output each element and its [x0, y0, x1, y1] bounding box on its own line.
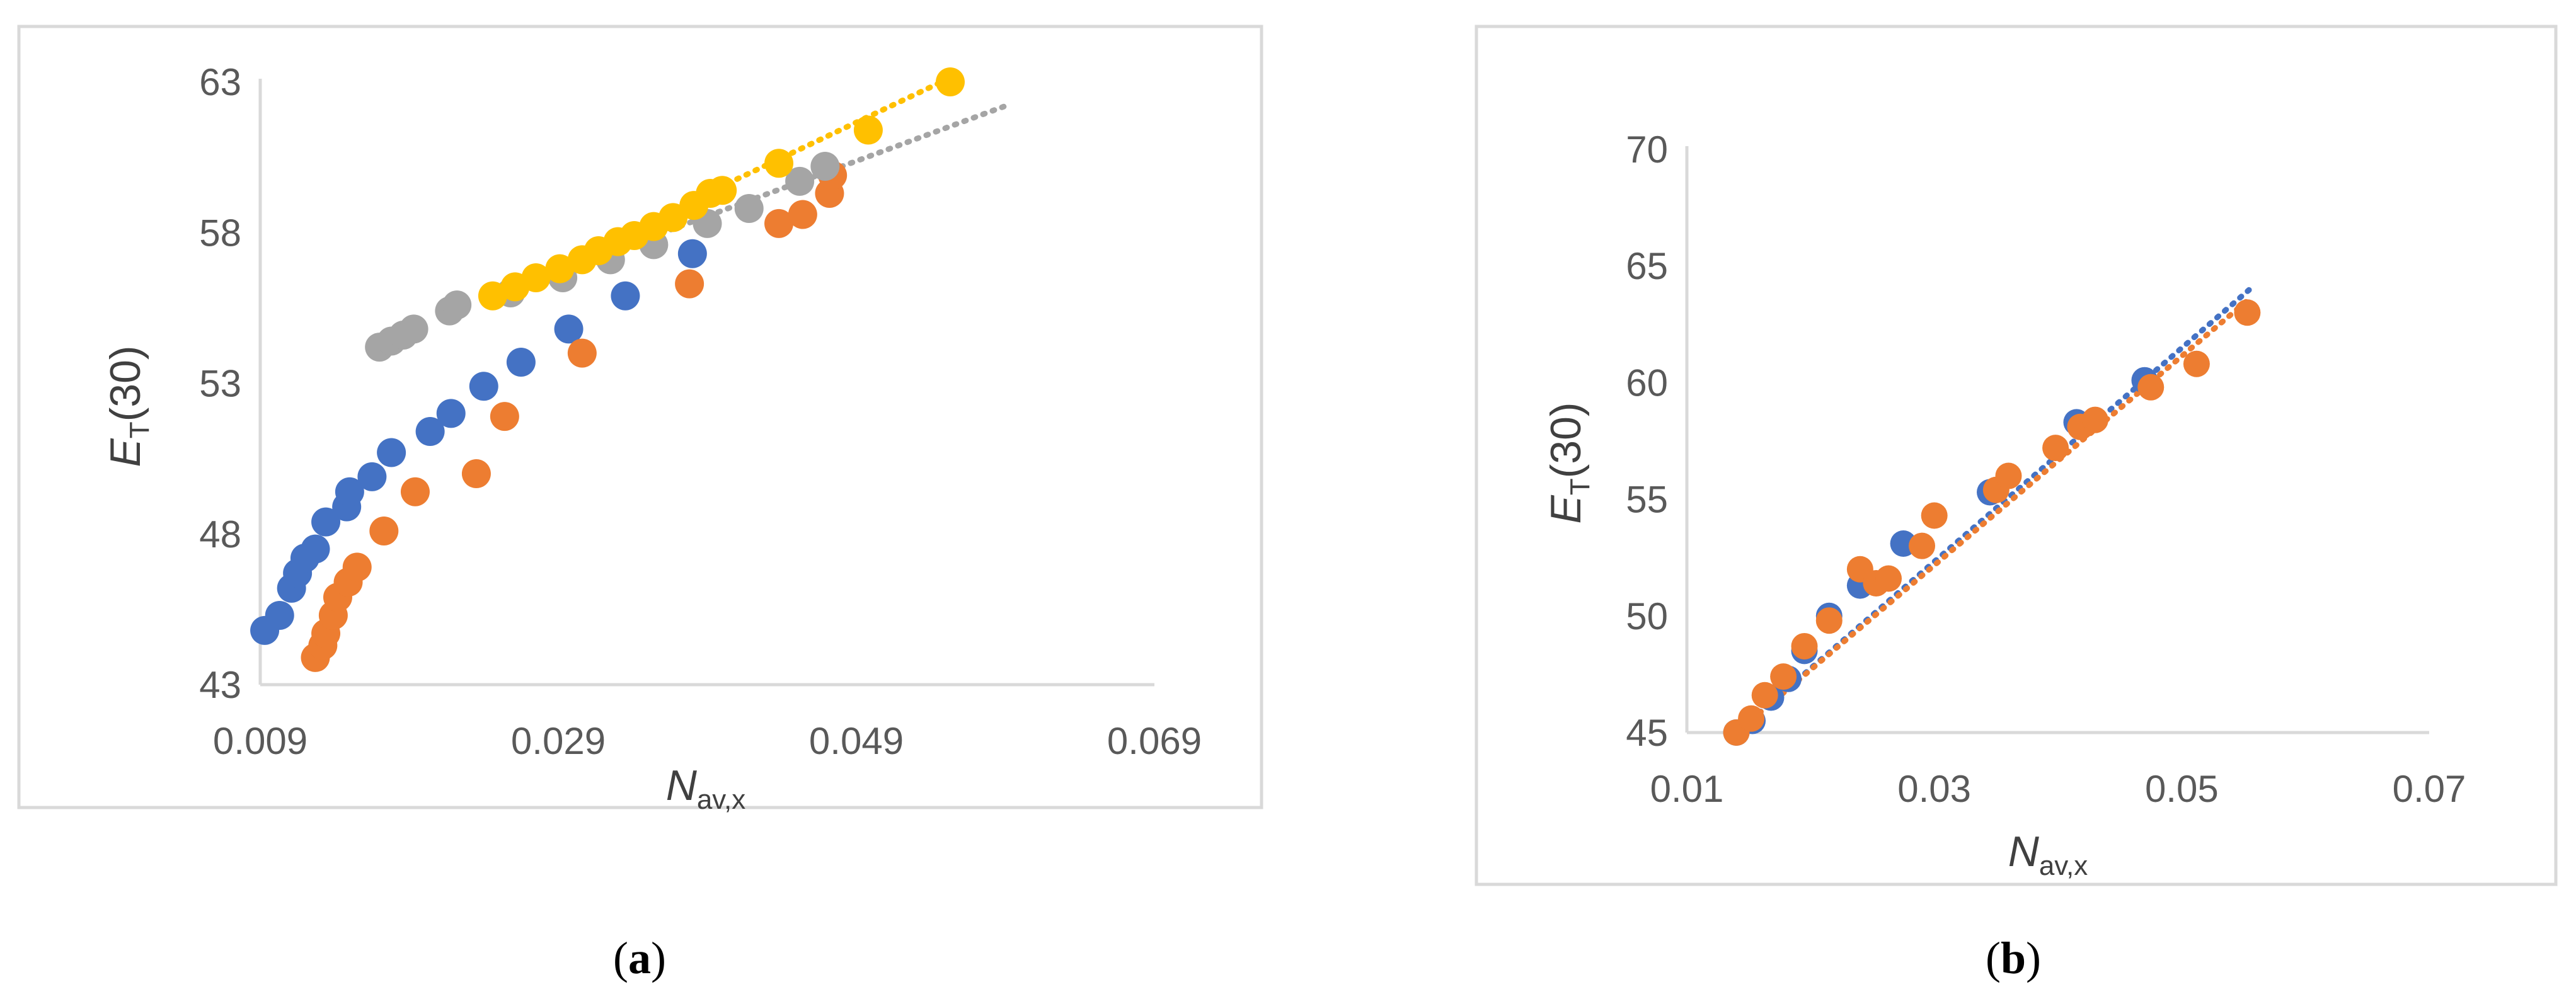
data-point-a-1	[788, 200, 817, 229]
data-point-a-2	[810, 151, 840, 181]
data-point-a-1	[400, 477, 430, 506]
data-point-b-1	[2234, 299, 2261, 326]
y-tick-label-b: 55	[1626, 479, 1668, 521]
chart-b-x-axis-title-main: N	[2008, 828, 2040, 876]
data-point-a-0	[677, 239, 707, 268]
chart-b-y-axis-title-rest: (30)	[1542, 402, 1590, 478]
data-point-b-1	[2081, 406, 2108, 433]
x-tick-label-a: 0.029	[511, 720, 606, 762]
chart-panel-a: 43 48 53 58 63 0.009 0.029 0.049 0.069 Nav,x ET(…	[17, 25, 1263, 815]
chart-a-x-axis-title-sub: av,x	[697, 784, 745, 815]
chart-a-x-axis-title-main: N	[666, 762, 698, 809]
data-point-b-1	[1791, 632, 1818, 659]
data-point-a-0	[611, 281, 640, 311]
data-point-b-1	[1875, 565, 1902, 592]
data-point-a-0	[311, 507, 341, 537]
x-tick-label-b: 0.05	[2145, 768, 2219, 810]
data-point-b-1	[1815, 607, 1843, 634]
panel-label-b: (b)	[1986, 933, 2041, 983]
panel-label-a-open: (	[613, 933, 628, 983]
x-tick-label-a: 0.069	[1107, 720, 1202, 762]
data-point-b-1	[1770, 663, 1797, 690]
x-tick-label-b: 0.03	[1897, 768, 1971, 810]
data-point-b-1	[2183, 350, 2210, 377]
data-point-a-0	[301, 534, 330, 564]
data-point-a-1	[490, 402, 519, 431]
data-point-a-0	[469, 372, 498, 401]
chart-a-x-axis-title: Nav,x	[666, 762, 746, 815]
data-point-a-0	[436, 399, 466, 428]
x-tick-label-a: 0.009	[213, 720, 308, 762]
data-point-a-3	[545, 254, 575, 283]
y-tick-label-b: 65	[1626, 245, 1668, 287]
chart-a-y-axis-title: ET(30)	[101, 345, 155, 467]
data-point-a-1	[342, 552, 372, 582]
panel-label-a-close: )	[651, 933, 666, 983]
x-tick-label-b: 0.07	[2393, 768, 2466, 810]
data-point-a-0	[506, 348, 536, 377]
x-tick-label-a: 0.049	[809, 720, 904, 762]
chart-b-y-axis-title-main: E	[1542, 495, 1590, 524]
data-point-a-3	[764, 149, 794, 178]
data-point-b-1	[1921, 502, 1948, 529]
data-point-a-1	[567, 338, 597, 368]
data-point-a-1	[369, 516, 399, 545]
chart-b-y-axis-title: ET(30)	[1542, 402, 1596, 523]
data-point-a-0	[554, 314, 584, 344]
chart-a-y-axis-title-sub: T	[124, 421, 155, 438]
x-tick-label-b: 0.01	[1650, 768, 1724, 810]
data-point-b-1	[1751, 682, 1778, 709]
data-point-a-0	[377, 438, 406, 467]
y-tick-label-a: 58	[199, 212, 241, 254]
data-point-a-1	[764, 208, 794, 238]
y-tick-label-a: 53	[199, 363, 241, 405]
data-point-a-2	[785, 166, 815, 196]
data-point-a-1	[461, 459, 491, 489]
y-tick-label-a: 63	[199, 61, 241, 103]
chart-b-x-axis-title-sub: av,x	[2039, 850, 2088, 881]
panel-label-b-open: (	[1986, 933, 2001, 983]
panel-label-a-letter: a	[628, 933, 651, 983]
data-point-a-3	[853, 115, 883, 145]
chart-a-y-axis-title-rest: (30)	[101, 345, 149, 421]
chart-a-y-axis-title-main: E	[101, 438, 149, 467]
data-point-a-2	[734, 193, 764, 223]
data-point-a-2	[399, 314, 428, 344]
plot-area-a: 43 48 53 58 63 0.009 0.029 0.049 0.069	[199, 61, 1202, 762]
y-tick-label-b: 45	[1626, 712, 1668, 754]
chart-b-x-axis-title: Nav,x	[2008, 828, 2088, 881]
data-point-a-3	[935, 67, 965, 96]
y-tick-label-a: 48	[199, 513, 241, 556]
y-tick-label-a: 43	[199, 664, 241, 706]
data-point-a-3	[521, 263, 551, 293]
chart-a-frame	[17, 25, 1263, 809]
data-point-b-1	[2042, 435, 2069, 462]
data-point-a-0	[265, 600, 294, 630]
data-point-b-1	[1738, 705, 1765, 732]
panel-label-a: (a)	[613, 933, 666, 983]
data-point-a-2	[442, 290, 472, 320]
panel-label-b-close: )	[2026, 933, 2041, 983]
chart-b-frame	[1475, 25, 2558, 886]
data-point-a-3	[478, 281, 507, 311]
y-tick-label-b: 60	[1626, 362, 1668, 404]
trendline-b-1	[1734, 295, 2253, 736]
data-point-a-0	[357, 462, 387, 491]
panel-label-b-letter: b	[2001, 933, 2026, 983]
data-point-a-1	[675, 269, 704, 299]
data-point-a-3	[708, 176, 737, 205]
chart-panel-b: 45 50 55 60 65 70 0.01 0.03 0.05 0.07 Nav,x ET(30…	[1475, 25, 2558, 886]
y-tick-label-b: 70	[1626, 128, 1668, 171]
data-point-b-1	[1909, 532, 1936, 559]
data-point-a-0	[335, 477, 364, 506]
y-tick-label-b: 50	[1626, 595, 1668, 637]
data-point-a-0	[415, 417, 445, 447]
chart-b-y-axis-title-sub: T	[1565, 478, 1596, 495]
data-point-b-1	[2137, 374, 2165, 401]
plot-area-b: 45 50 55 60 65 70 0.01 0.03 0.05 0.07	[1626, 128, 2466, 810]
data-point-b-1	[1995, 462, 2022, 489]
